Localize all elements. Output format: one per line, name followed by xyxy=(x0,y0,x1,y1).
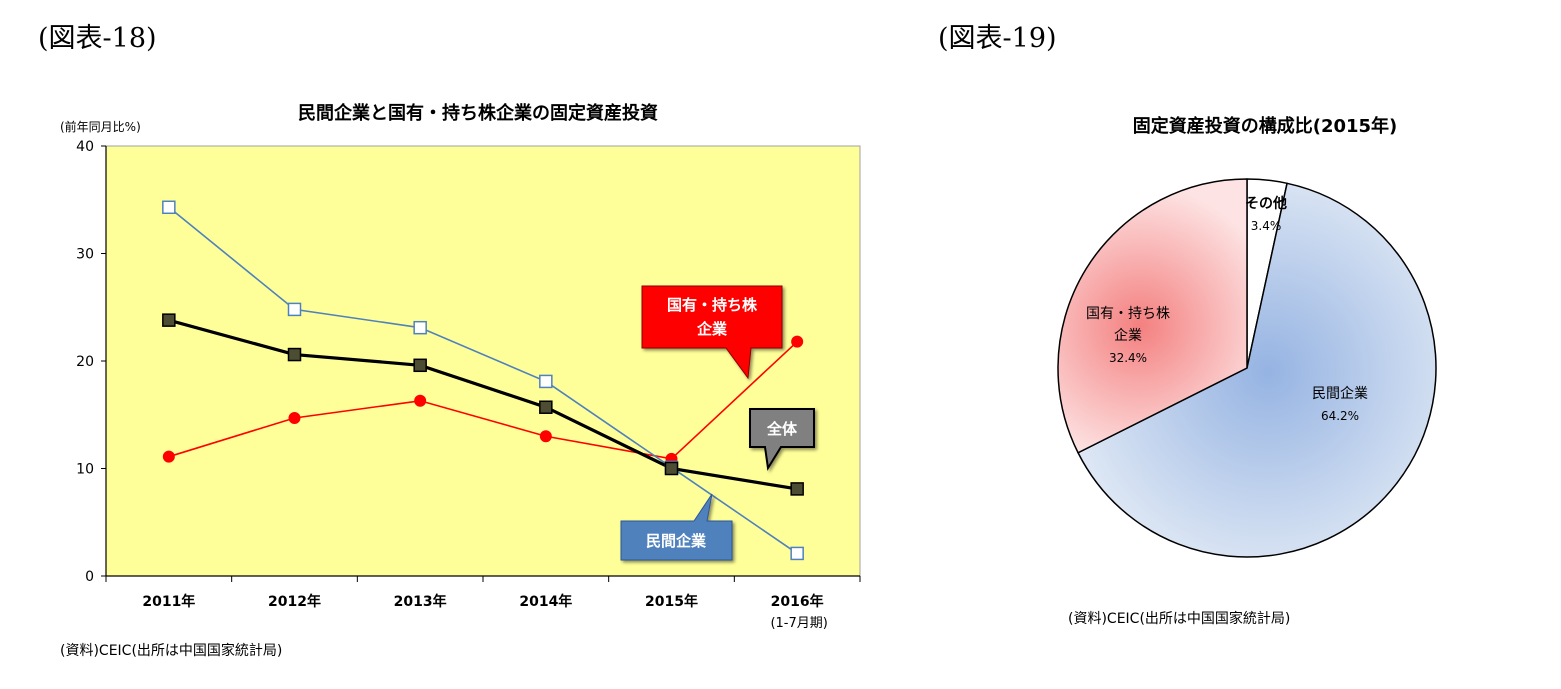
figure-18-label: (図表-18) xyxy=(38,23,157,54)
callout-private-label: 民間企業 xyxy=(646,532,707,550)
series-line xyxy=(168,318,798,491)
pie-chart-title: 固定資産投資の構成比(2015年) xyxy=(1133,115,1398,137)
callout-total xyxy=(749,408,815,471)
data-point xyxy=(287,347,302,362)
pie-chart-source: (資料)CEIC(出所は中国国家統計局) xyxy=(1068,611,1291,627)
data-point xyxy=(539,374,553,389)
pie-value-private: 64.2% xyxy=(1321,409,1359,423)
pie-label-other: その他 xyxy=(1245,195,1287,212)
line-chart-source: (資料)CEIC(出所は中国国家統計局) xyxy=(60,643,283,659)
y-tick-label: 0 xyxy=(85,569,94,585)
figure-19-label: (図表-19) xyxy=(938,23,1057,54)
x-tick-label: 2013年 xyxy=(394,593,447,610)
pie-label-private: 民間企業 xyxy=(1312,385,1368,402)
series-line xyxy=(168,341,798,460)
series-line xyxy=(168,206,798,555)
x-tick-sublabel: (1-7月期) xyxy=(770,616,827,631)
data-point xyxy=(162,313,176,327)
data-point xyxy=(413,358,427,373)
data-point xyxy=(414,394,427,407)
data-point xyxy=(413,320,427,335)
y-tick-label: 30 xyxy=(76,247,94,263)
data-point xyxy=(287,302,302,317)
callout-state-owned-line2: 企業 xyxy=(696,320,728,338)
data-point xyxy=(790,482,804,496)
pie-value-state-owned: 32.4% xyxy=(1109,351,1147,365)
x-tick-label: 2016年 xyxy=(771,593,824,610)
pie-slice-state-owned xyxy=(1057,178,1248,454)
pie-value-other: 3.4% xyxy=(1251,219,1282,233)
callout-state-owned-line1: 国有・持ち株 xyxy=(667,296,758,314)
y-tick-label: 20 xyxy=(76,354,94,370)
callout-state-owned xyxy=(641,285,783,380)
data-point xyxy=(288,411,301,424)
callout-total-label: 全体 xyxy=(766,420,798,438)
y-tick-label: 10 xyxy=(76,462,94,478)
data-point xyxy=(539,400,553,414)
data-point xyxy=(791,335,804,348)
data-point xyxy=(162,200,176,215)
pie-slice-private xyxy=(1077,182,1437,558)
data-point xyxy=(539,430,552,443)
pie-chart: 固定資産投資の構成比(2015年) その他 3.4% 民間企業 64.2% 国有… xyxy=(1057,115,1437,558)
data-point xyxy=(790,546,804,561)
data-point xyxy=(162,450,175,463)
y-tick-label: 40 xyxy=(76,139,94,155)
x-tick-label: 2014年 xyxy=(519,593,572,610)
line-chart: 民間企業と国有・持ち株企業の固定資産投資 (前年同月比%) 010203040 … xyxy=(60,102,861,631)
x-tick-label: 2012年 xyxy=(268,593,321,610)
pie-label-state-owned-line1: 国有・持ち株 xyxy=(1086,306,1170,322)
y-axis-unit-label: (前年同月比%) xyxy=(60,119,141,134)
plot-area xyxy=(105,145,861,577)
x-tick-label: 2015年 xyxy=(645,593,698,610)
data-point xyxy=(664,461,679,476)
line-chart-title: 民間企業と国有・持ち株企業の固定資産投資 xyxy=(298,102,658,124)
x-tick-label: 2011年 xyxy=(142,593,195,610)
pie-label-state-owned-line2: 企業 xyxy=(1114,327,1142,344)
callout-private xyxy=(620,493,733,561)
